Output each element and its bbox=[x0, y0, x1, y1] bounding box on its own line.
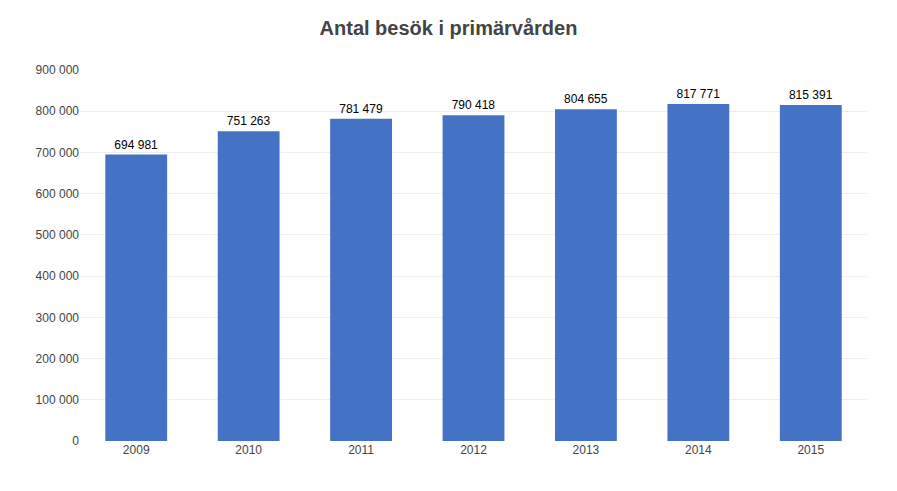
svg-text:2010: 2010 bbox=[235, 443, 262, 457]
svg-text:0: 0 bbox=[72, 434, 79, 448]
svg-text:2012: 2012 bbox=[460, 443, 487, 457]
svg-text:Antal besök i primärvården: Antal besök i primärvården bbox=[320, 17, 578, 39]
svg-text:600 000: 600 000 bbox=[36, 187, 80, 201]
svg-text:815 391: 815 391 bbox=[789, 88, 833, 102]
svg-text:700 000: 700 000 bbox=[36, 146, 80, 160]
svg-text:400 000: 400 000 bbox=[36, 269, 80, 283]
svg-text:804 655: 804 655 bbox=[564, 92, 608, 106]
svg-text:694 981: 694 981 bbox=[114, 138, 158, 152]
svg-text:2013: 2013 bbox=[573, 443, 600, 457]
svg-text:2009: 2009 bbox=[123, 443, 150, 457]
svg-text:200 000: 200 000 bbox=[36, 352, 80, 366]
svg-text:2014: 2014 bbox=[685, 443, 712, 457]
svg-text:2011: 2011 bbox=[348, 443, 374, 457]
svg-text:2015: 2015 bbox=[797, 443, 824, 457]
svg-text:300 000: 300 000 bbox=[36, 311, 80, 325]
svg-text:900 000: 900 000 bbox=[36, 63, 80, 77]
svg-text:800 000: 800 000 bbox=[36, 104, 80, 118]
svg-text:500 000: 500 000 bbox=[36, 228, 80, 242]
svg-text:751 263: 751 263 bbox=[227, 114, 271, 128]
svg-text:781 479: 781 479 bbox=[339, 102, 383, 116]
svg-text:100 000: 100 000 bbox=[36, 393, 80, 407]
svg-text:790 418: 790 418 bbox=[452, 98, 496, 112]
svg-text:817 771: 817 771 bbox=[677, 87, 721, 101]
